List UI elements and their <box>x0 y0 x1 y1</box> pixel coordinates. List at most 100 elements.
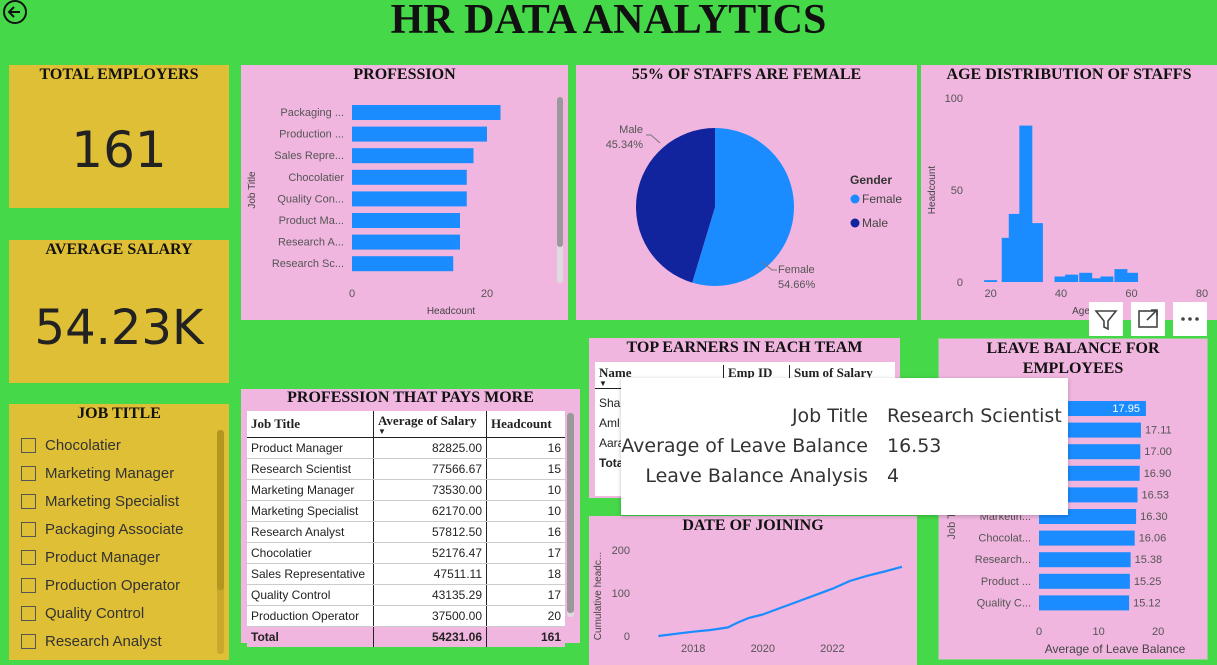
leave-data-label: 16.53 <box>1141 489 1169 501</box>
col-emp-id[interactable]: Emp ID <box>723 365 772 381</box>
top-earner-row[interactable]: Sha <box>599 396 621 410</box>
job-title-option[interactable]: Production Operator <box>21 571 211 599</box>
checkbox[interactable] <box>21 633 36 649</box>
filter-button[interactable] <box>1089 302 1123 336</box>
job-title-option[interactable]: Marketing Specialist <box>21 487 211 515</box>
table-cell: 17 <box>486 542 565 564</box>
joining-x-tick: 2018 <box>681 643 705 655</box>
tooltip-row: Job Title Research Scientist <box>621 405 1068 431</box>
table-row[interactable]: Research Analyst 57812.50 16 <box>247 521 565 543</box>
col-sum-salary[interactable]: Sum of Salary <box>789 365 873 381</box>
job-title-option[interactable]: Product Manager <box>21 543 211 571</box>
leave-bar[interactable] <box>1039 552 1131 568</box>
pie-slice-male[interactable] <box>636 128 715 283</box>
joining-line[interactable] <box>658 565 903 638</box>
job-title-option[interactable]: Marketing Manager <box>21 459 211 487</box>
table-total-row: Total 54231.06 161 <box>247 626 565 647</box>
leave-data-label: 17.11 <box>1145 425 1172 437</box>
profession-bar[interactable] <box>352 169 467 185</box>
top-earner-row[interactable]: Aml <box>599 416 620 430</box>
back-button[interactable] <box>2 0 28 26</box>
table-row[interactable]: Quality Control 43135.29 17 <box>247 584 565 606</box>
slicer-scrollbar[interactable] <box>217 430 224 654</box>
tooltip-row: Leave Balance Analysis 4 <box>621 465 1068 491</box>
joining-card: DATE OF JOINING 0 100 200 2018 2020 2022 Cumul… <box>589 516 917 665</box>
pie-pct-female: 54.66% <box>778 279 816 291</box>
pays-scrollbar[interactable] <box>567 413 574 617</box>
profession-title: PROFESSION <box>353 66 456 83</box>
table-row[interactable]: Marketing Manager 73530.00 10 <box>247 479 565 501</box>
tooltip-value: Research Scientist <box>887 405 1062 427</box>
age-bar[interactable] <box>1008 213 1022 282</box>
checkbox[interactable] <box>21 577 36 593</box>
table-cell: Quality Control <box>247 584 374 606</box>
profession-bar[interactable] <box>352 191 467 207</box>
top-earner-row[interactable]: Aara <box>599 436 625 450</box>
joining-y-tick: 0 <box>624 631 630 643</box>
checkbox[interactable] <box>21 465 36 481</box>
leave-bar[interactable] <box>1039 530 1135 546</box>
table-cell: 47511.11 <box>373 563 487 585</box>
job-title-option[interactable]: Research Analyst <box>21 627 211 655</box>
table-row[interactable]: Chocolatier 52176.47 17 <box>247 542 565 564</box>
checkbox[interactable] <box>21 437 36 453</box>
job-title-option[interactable]: Chocolatier <box>21 431 211 459</box>
profession-category-label: Product Ma... <box>279 215 344 227</box>
profession-scrollbar[interactable] <box>557 97 563 283</box>
age-bar[interactable] <box>1125 272 1139 282</box>
age-bar[interactable] <box>1079 272 1093 282</box>
profession-bar[interactable] <box>352 148 474 164</box>
leave-title: LEAVE BALANCE FOR EMPLOYEES <box>986 340 1160 377</box>
pie-slice-female[interactable] <box>692 128 794 286</box>
age-bar[interactable] <box>1089 278 1103 282</box>
table-cell: 57812.50 <box>373 521 487 543</box>
checkbox[interactable] <box>21 493 36 509</box>
dashboard-title: HR DATA ANALYTICS <box>390 0 827 43</box>
profession-bar[interactable] <box>352 256 454 272</box>
checkbox[interactable] <box>21 521 36 537</box>
age-bar[interactable] <box>1029 223 1043 282</box>
tooltip-key: Job Title <box>791 405 868 427</box>
job-title-option[interactable]: Quality Control <box>21 599 211 627</box>
col-headcount[interactable]: Headcount <box>486 411 565 438</box>
gender-card: 55% OF STAFFS ARE FEMALE Female 54.66% Mal… <box>576 65 917 320</box>
job-title-option-label: Quality Control <box>45 604 145 622</box>
checkbox[interactable] <box>21 549 36 565</box>
table-row[interactable]: Marketing Specialist 62170.00 10 <box>247 500 565 522</box>
tooltip-row: Average of Leave Balance 16.53 <box>621 435 1068 461</box>
table-row[interactable]: Research Scientist 77566.67 15 <box>247 458 565 480</box>
age-bar[interactable] <box>1114 269 1128 282</box>
age-bar[interactable] <box>1100 276 1114 282</box>
job-title-slicer: JOB TITLE Chocolatier Marketing Manager Ma… <box>9 404 229 660</box>
legend-swatch <box>850 218 860 228</box>
col-name[interactable]: Name <box>599 365 632 380</box>
more-options-button[interactable] <box>1173 302 1207 336</box>
col-job-title[interactable]: Job Title <box>247 411 374 438</box>
table-row[interactable]: Product Manager 82825.00 16 <box>247 437 565 459</box>
profession-y-label: Job Title <box>247 171 258 209</box>
leave-bar[interactable] <box>1039 595 1130 611</box>
age-x-tick: 20 <box>984 288 996 300</box>
col-average-salary[interactable]: Average of Salary ▼ <box>373 411 487 438</box>
legend-swatch <box>850 194 860 204</box>
focus-mode-button[interactable] <box>1131 302 1165 336</box>
table-cell: 20 <box>486 605 565 627</box>
legend-entry[interactable]: Female <box>862 192 902 206</box>
table-cell: 161 <box>486 626 565 647</box>
profession-bar[interactable] <box>352 234 460 250</box>
job-title-option[interactable]: Packaging Associate <box>21 515 211 543</box>
age-bar[interactable] <box>1054 276 1068 282</box>
profession-bar[interactable] <box>352 126 487 142</box>
table-row[interactable]: Sales Representative 47511.11 18 <box>247 563 565 585</box>
profession-bar[interactable] <box>352 105 501 120</box>
age-bar[interactable] <box>1019 125 1033 282</box>
legend-entry[interactable]: Male <box>862 216 888 230</box>
age-bar[interactable] <box>984 280 998 282</box>
profession-bar[interactable] <box>352 213 460 228</box>
table-row[interactable]: Production Operator 37500.00 20 <box>247 605 565 627</box>
profession-pays-table: Job Title Average of Salary ▼ Headcount P… <box>247 411 565 647</box>
table-cell: 18 <box>486 563 565 585</box>
leave-bar[interactable] <box>1039 573 1130 589</box>
checkbox[interactable] <box>21 605 36 621</box>
age-bar[interactable] <box>1065 274 1079 282</box>
